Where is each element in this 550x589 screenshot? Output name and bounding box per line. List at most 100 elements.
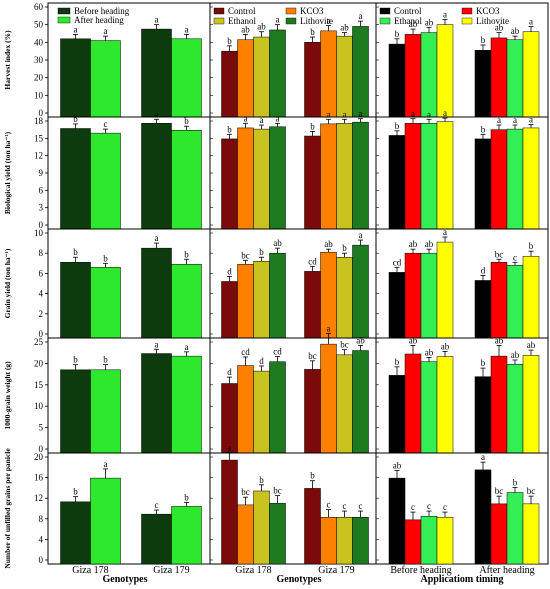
significance-letter: c	[343, 501, 347, 511]
bar	[269, 252, 286, 339]
y-tick-label: 4	[39, 534, 44, 544]
significance-letter: c	[155, 500, 159, 510]
bar	[490, 37, 508, 118]
bar	[336, 517, 353, 565]
legend-label: Lithovite	[300, 16, 333, 26]
bar	[141, 123, 172, 230]
significance-letter: cd	[308, 256, 317, 266]
bar	[506, 39, 524, 118]
significance-letter: ab	[340, 23, 349, 33]
panel-grain-yield-1: b b a b	[47, 228, 211, 339]
legend-swatch	[285, 17, 297, 25]
bar	[237, 365, 254, 454]
bar	[171, 129, 202, 230]
bar	[522, 31, 540, 118]
bar	[474, 50, 492, 118]
y-axis-label: Grain yield (ton ha⁻¹)	[3, 248, 12, 318]
panel-grain-weight-1: b b a a	[47, 337, 211, 454]
bar	[420, 123, 438, 230]
legend-label: Ethanol	[228, 16, 256, 26]
significance-letter: b	[103, 253, 108, 263]
y-axis-label: 1000-grain weight (g)	[3, 361, 12, 430]
bar	[336, 256, 353, 339]
bar	[436, 121, 454, 230]
bar	[420, 361, 438, 454]
y-tick-label: 0	[39, 329, 44, 339]
bar	[141, 247, 172, 339]
bar	[506, 128, 524, 230]
x-tick-label: After heading	[479, 565, 534, 576]
y-tick-label: 6	[39, 185, 44, 195]
significance-letter: ab	[511, 350, 520, 360]
y-tick-label: 15	[34, 133, 44, 143]
significance-letter: d	[227, 266, 232, 276]
significance-letter: a	[513, 115, 517, 125]
significance-letter: a	[443, 9, 447, 19]
significance-letter: ab	[441, 341, 450, 351]
significance-letter: b	[395, 29, 400, 39]
significance-letter: a	[104, 26, 108, 36]
significance-letter: c	[359, 501, 363, 511]
significance-letter: a	[359, 11, 363, 21]
significance-letter: a	[260, 115, 264, 125]
significance-letter: b	[227, 36, 232, 46]
significance-letter: d	[259, 356, 264, 366]
bar	[388, 272, 406, 339]
panel-biological-yield-1: b c a b	[47, 109, 211, 230]
panel-biological-yield-3: b a a a b a a a	[375, 108, 549, 230]
bar	[506, 492, 524, 565]
bar	[237, 127, 254, 230]
bar	[141, 353, 172, 454]
significance-letter: c	[411, 502, 415, 512]
significance-letter: b	[481, 358, 486, 368]
chart-row-unfilled-grains: Number of unfilled grains per panicle 0 4 8…	[3, 442, 549, 576]
y-tick-label: 5	[39, 423, 44, 433]
significance-letter: ab	[425, 347, 434, 357]
significance-letter: bc	[495, 249, 504, 259]
y-tick-label: 0	[39, 444, 44, 454]
bar	[320, 517, 337, 565]
bar	[404, 353, 422, 454]
bar	[352, 244, 369, 339]
significance-letter: b	[513, 477, 518, 487]
y-tick-label: 10	[34, 90, 44, 100]
significance-letter: cd	[273, 347, 282, 357]
significance-letter: b	[395, 121, 400, 131]
significance-letter: b	[184, 116, 189, 126]
significance-letter: b	[529, 241, 534, 251]
y-tick-label: 25	[34, 337, 44, 347]
significance-letter: a	[443, 108, 447, 118]
y-tick-label: 50	[34, 20, 44, 30]
y-tick-label: 10	[34, 228, 44, 238]
significance-letter: d	[227, 367, 232, 377]
x-tick-label: Giza 179	[318, 565, 354, 576]
bar	[474, 376, 492, 454]
bar	[141, 28, 172, 118]
y-tick-label: 18	[34, 116, 44, 126]
panel-unfilled-grains-1: b a Giza 178 c b Giza 179	[47, 452, 211, 576]
bar	[474, 280, 492, 339]
bar	[404, 252, 422, 339]
bar	[352, 26, 369, 118]
bar	[522, 355, 540, 454]
y-tick-label: 30	[34, 55, 44, 65]
bar	[253, 261, 270, 339]
significance-letter: ab	[425, 239, 434, 249]
bar	[269, 126, 286, 230]
significance-letter: a	[228, 442, 232, 452]
significance-letter: a	[74, 24, 78, 34]
significance-letter: b	[184, 249, 189, 259]
panel-frame	[375, 452, 549, 565]
significance-letter: bc	[527, 486, 536, 496]
y-tick-label: 12	[34, 493, 43, 503]
significance-letter: b	[73, 247, 78, 257]
bar	[221, 459, 238, 565]
bar	[221, 50, 238, 118]
significance-letter: bc	[241, 250, 250, 260]
x-tick-label: Giza 178	[235, 565, 271, 576]
